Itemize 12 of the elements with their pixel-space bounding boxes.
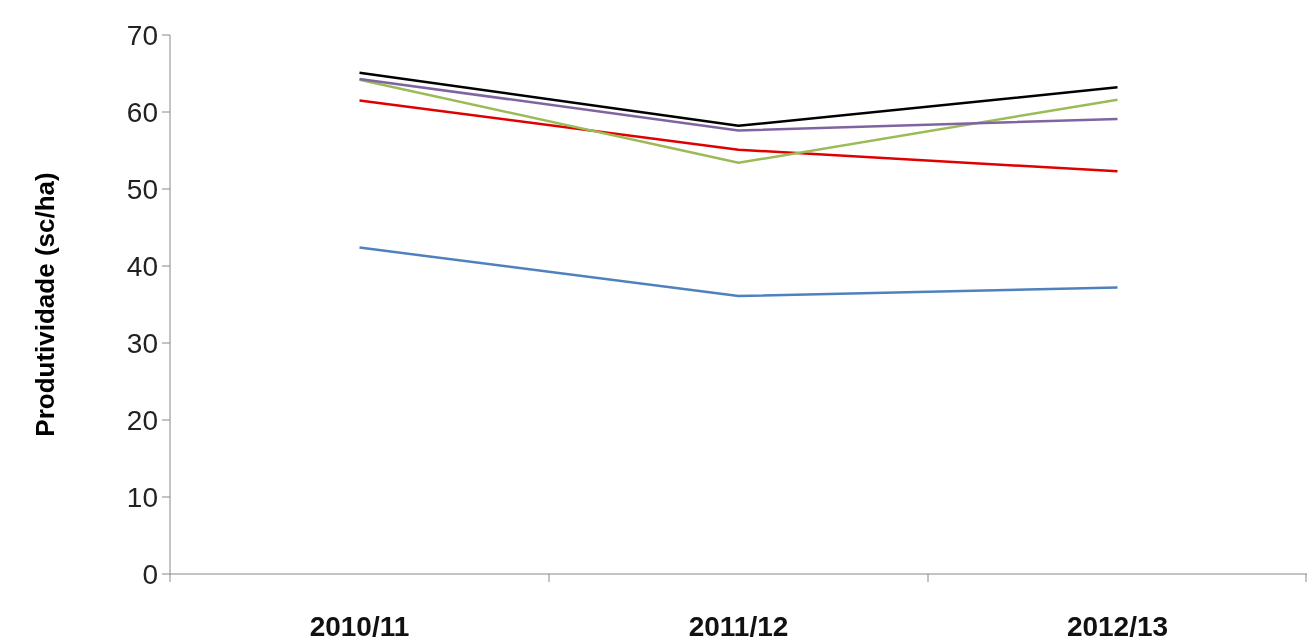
y-tick-label: 50 [126,173,158,205]
y-tick-label: 40 [126,250,158,282]
y-tick-label: 10 [126,481,158,513]
x-tick-label: 2011/12 [688,611,789,642]
y-tick-label: 0 [142,558,158,590]
y-tick-label: 70 [126,19,158,51]
x-tick-label: 2010/11 [309,611,410,642]
y-tick-label: 60 [126,96,158,128]
y-axis-title: Produtividade (sc/ha) [30,172,60,437]
y-tick-label: 30 [126,327,158,359]
x-tick-label: 2012/13 [1066,611,1169,642]
y-tick-label: 20 [126,404,158,436]
